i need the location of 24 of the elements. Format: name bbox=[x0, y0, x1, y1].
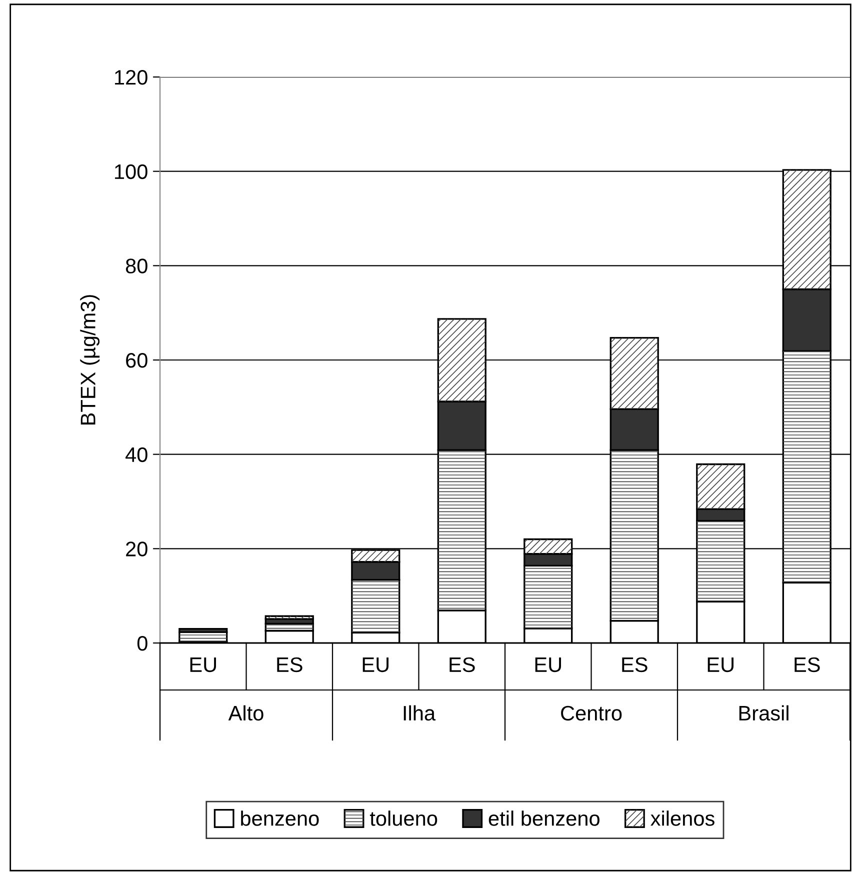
legend-label: tolueno bbox=[370, 810, 438, 826]
y-tick-label: 60 bbox=[126, 353, 148, 368]
y-tick-label: 20 bbox=[126, 542, 148, 556]
legend-label: etil benzeno bbox=[488, 810, 600, 826]
legend-label: xilenos bbox=[650, 810, 714, 826]
x-tick-label: EU bbox=[708, 658, 734, 672]
x-tick-label: EU bbox=[190, 658, 216, 672]
x-tick-label: ES bbox=[450, 657, 475, 672]
x-tick-label: ES bbox=[277, 657, 302, 672]
text: Alto bbox=[228, 705, 264, 721]
y-tick-label: 120 bbox=[115, 70, 148, 85]
text: Ilha bbox=[404, 705, 436, 721]
y-tick-label: 0 bbox=[137, 636, 148, 651]
text: Brasil bbox=[739, 705, 788, 721]
x-tick-label: EU bbox=[535, 658, 561, 672]
x-tick-label: ES bbox=[794, 657, 820, 672]
text: Centro bbox=[561, 706, 622, 721]
y-axis-title: BTEX (µg/m3) bbox=[80, 295, 100, 424]
x-tick-label: EU bbox=[362, 658, 388, 672]
y-tick-label: 80 bbox=[126, 258, 148, 274]
x-tick-label: ES bbox=[622, 657, 648, 672]
y-tick-label: 100 bbox=[115, 164, 148, 180]
y-tick-label: 40 bbox=[126, 447, 148, 462]
legend-label: benzeno bbox=[241, 810, 319, 826]
